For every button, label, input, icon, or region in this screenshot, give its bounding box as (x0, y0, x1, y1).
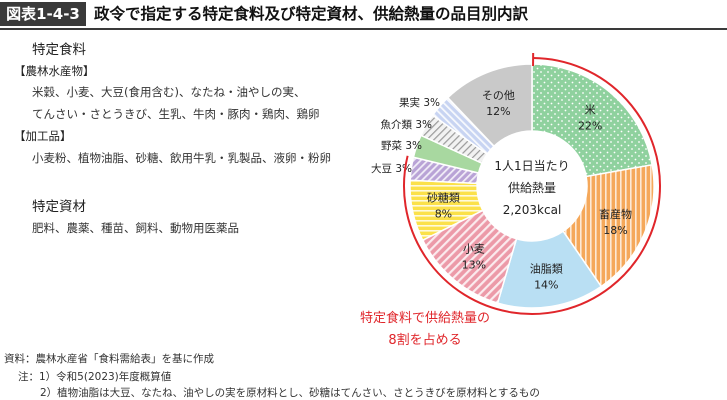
food-section-title: 特定食料 (32, 42, 86, 58)
agri-products-line-1: 米穀、小麦、大豆(食用含む)、なたね・油やしの実、 (32, 85, 306, 99)
header-rule (0, 28, 727, 30)
agri-products-heading: 【農林水産物】 (14, 64, 95, 78)
materials-line-1: 肥料、農薬、種苗、飼料、動物用医薬品 (32, 221, 239, 235)
slice-name-label-1: 米 (585, 104, 596, 117)
slice-value-label-10: 12% (486, 105, 510, 118)
slice-outside-label-8: 魚介類 3% (381, 118, 433, 131)
annotation-line-1: 特定食料で供給熱量の (360, 310, 490, 326)
slice-name-label-3: 油脂類 (530, 261, 563, 275)
processed-goods-heading: 【加工品】 (14, 129, 72, 143)
donut-slice-10 (446, 63, 533, 148)
slice-name-label-10: その他 (482, 89, 515, 102)
slice-value-label-5: 8% (435, 208, 452, 221)
center-label-line-1: 1人1日当たり (494, 159, 569, 173)
slice-value-label-3: 14% (534, 278, 558, 291)
slice-name-label-5: 砂糖類 (427, 191, 460, 205)
annotation-line-2: 8割を占める (388, 332, 461, 348)
specified-food-bracket-arc (403, 57, 661, 315)
source-note: 資料：農林水産省「食料需給表」を基に作成 (4, 353, 214, 365)
slice-name-label-2: 畜産物 (599, 207, 632, 221)
processed-goods-line-1: 小麦粉、植物油脂、砂糖、飲用牛乳・乳製品、液卵・粉卵 (32, 151, 331, 165)
slice-outside-label-6: 大豆 3% (371, 162, 412, 175)
donut-slices (409, 63, 655, 309)
figure-label: 図表1-4-3 (0, 2, 86, 26)
figure-header: 図表1-4-3 政令で指定する特定食料及び特定資材、供給熱量の品目別内訳 (0, 0, 727, 30)
slice-value-label-2: 18% (603, 224, 627, 237)
donut-slice-1 (531, 63, 654, 178)
note-1: 注：1）令和5(2023)年度概算値 (18, 371, 172, 383)
slice-name-label-4: 小麦 (463, 242, 485, 255)
slice-value-label-1: 22% (578, 120, 602, 133)
materials-section-title: 特定資材 (32, 199, 86, 215)
donut-center-label: 1人1日当たり 供給熱量 2,203kcal (494, 159, 569, 217)
agri-products-line-2: てんさい・さとうきび、生乳、牛肉・豚肉・鶏肉、鶏卵 (32, 107, 320, 121)
donut-slice-labels: 米 22% 畜産物 18% 油脂類 14% 小麦 13% 砂糖類 8% 大豆 3% 野菜 3% 魚介類 … (371, 89, 632, 291)
donut-slice-2 (562, 163, 655, 288)
note-2: 2）植物油脂は大豆、なたね、油やしの実を原材料とし、砂糖はてんさい、さとうきびを… (40, 387, 540, 399)
center-label-line-2: 供給熱量 (508, 181, 556, 195)
slice-outside-label-9: 果実 3% (399, 96, 440, 109)
figure-title: 政令で指定する特定食料及び特定資材、供給熱量の品目別内訳 (94, 5, 529, 23)
slice-outside-label-7: 野菜 3% (381, 140, 422, 152)
slice-value-label-4: 13% (462, 258, 486, 271)
center-label-line-3: 2,203kcal (503, 203, 562, 217)
